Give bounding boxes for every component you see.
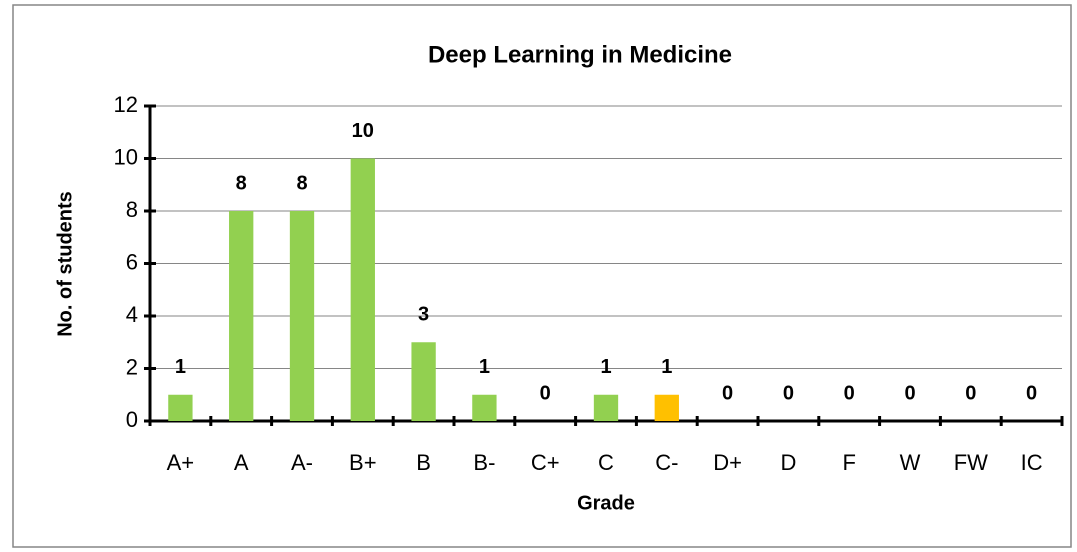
bar: [229, 211, 254, 421]
data-label: 8: [296, 172, 307, 194]
bar: [472, 394, 497, 421]
data-label: 3: [418, 304, 429, 326]
bar: [350, 158, 375, 421]
data-label: 1: [661, 356, 672, 378]
y-tick-label: 12: [114, 92, 138, 117]
data-label: 1: [175, 356, 186, 378]
x-tick-label: C+: [531, 450, 560, 475]
bar: [654, 394, 679, 421]
y-tick-label: 4: [126, 302, 138, 327]
data-label: 0: [783, 382, 794, 404]
chart-border: [12, 4, 1072, 548]
x-tick-label: A-: [291, 450, 313, 475]
x-tick-label: D+: [713, 450, 742, 475]
x-tick-label: A: [234, 450, 249, 475]
x-tick-label: B-: [473, 450, 495, 475]
x-tick-label: A+: [167, 450, 195, 475]
data-label: 0: [1026, 382, 1037, 404]
bar: [168, 394, 193, 421]
x-tick-label: IC: [1021, 450, 1043, 475]
x-tick-label: C-: [655, 450, 678, 475]
data-label: 1: [479, 356, 490, 378]
bar: [593, 394, 619, 421]
bar: [411, 342, 436, 421]
data-label: 0: [722, 382, 733, 404]
chart-title: Deep Learning in Medicine: [428, 41, 732, 68]
x-tick-label: D: [780, 450, 796, 475]
x-tick-label: F: [842, 450, 855, 475]
y-tick-label: 6: [126, 249, 138, 274]
y-tick-label: 10: [114, 144, 138, 169]
y-tick-label: 8: [126, 197, 138, 222]
data-label: 8: [236, 172, 247, 194]
x-tick-label: FW: [954, 450, 988, 475]
data-label: 10: [352, 120, 374, 142]
x-axis-label: Grade: [577, 492, 635, 514]
data-label: 0: [844, 382, 855, 404]
data-label: 0: [540, 382, 551, 404]
data-label: 1: [600, 356, 611, 378]
data-label: 0: [965, 382, 976, 404]
data-label: 0: [904, 382, 915, 404]
y-tick-label: 0: [126, 407, 138, 432]
x-tick-label: B: [416, 450, 431, 475]
x-tick-label: W: [900, 450, 921, 475]
y-axis-label: No. of students: [54, 191, 76, 337]
bar: [289, 211, 315, 421]
y-tick-label: 2: [126, 354, 138, 379]
x-tick-label: C: [598, 450, 614, 475]
x-tick-label: B+: [349, 450, 377, 475]
